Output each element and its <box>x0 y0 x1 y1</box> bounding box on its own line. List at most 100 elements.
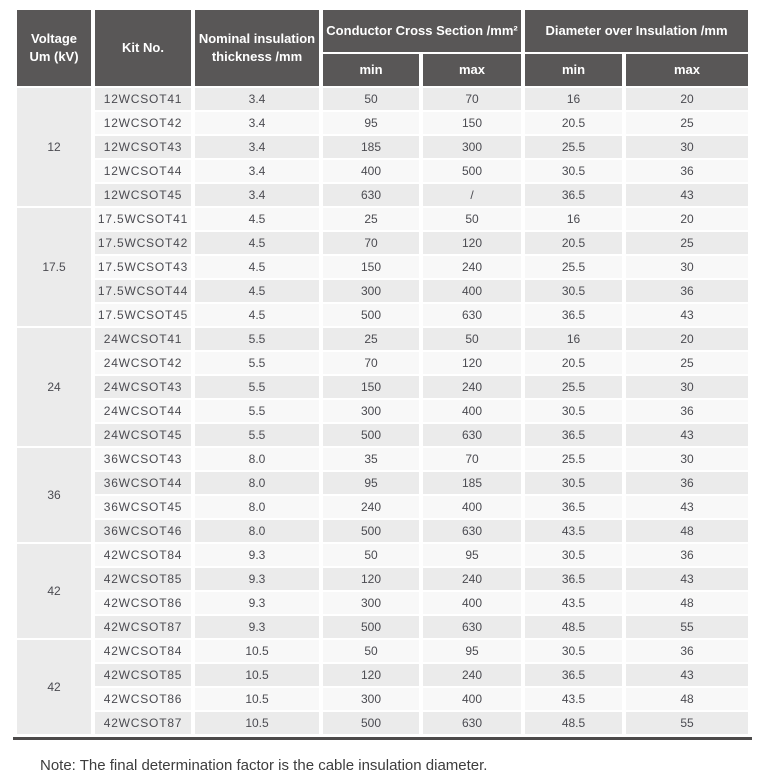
table-row: 42WCSOT85 9.3 120 240 36.5 43 <box>17 568 749 590</box>
table-row: 42WCSOT87 9.3 500 630 48.5 55 <box>17 616 749 638</box>
kit-no-cell: 17.5WCSOT41 <box>95 208 191 230</box>
kit-no-cell: 12WCSOT43 <box>95 136 191 158</box>
ccs-min-cell: 150 <box>323 376 419 398</box>
ccs-min-cell: 630 <box>323 184 419 206</box>
thickness-cell: 3.4 <box>195 160 319 182</box>
dia-min-cell: 25.5 <box>525 376 623 398</box>
ccs-min-cell: 95 <box>323 112 419 134</box>
dia-min-cell: 30.5 <box>525 472 623 494</box>
ccs-max-cell: 185 <box>423 472 522 494</box>
dia-min-cell: 48.5 <box>525 616 623 638</box>
dia-max-cell: 55 <box>626 712 749 734</box>
thickness-cell: 8.0 <box>195 472 319 494</box>
voltage-group-cell: 12 <box>17 88 91 206</box>
dia-max-cell: 30 <box>626 256 749 278</box>
table-row: 17.5WCSOT43 4.5 150 240 25.5 30 <box>17 256 749 278</box>
thickness-cell: 4.5 <box>195 280 319 302</box>
kit-no-cell: 12WCSOT44 <box>95 160 191 182</box>
thickness-cell: 3.4 <box>195 184 319 206</box>
dia-min-cell: 36.5 <box>525 568 623 590</box>
kit-no-cell: 12WCSOT42 <box>95 112 191 134</box>
ccs-max-cell: 400 <box>423 280 522 302</box>
table-bottom-rule <box>13 737 752 740</box>
thickness-cell: 5.5 <box>195 352 319 374</box>
table-row: 42WCSOT85 10.5 120 240 36.5 43 <box>17 664 749 686</box>
kit-no-cell: 42WCSOT84 <box>95 544 191 566</box>
dia-max-cell: 43 <box>626 304 749 326</box>
ccs-min-cell: 25 <box>323 328 419 350</box>
ccs-max-cell: 400 <box>423 688 522 710</box>
dia-max-cell: 43 <box>626 184 749 206</box>
table-row: 42 42WCSOT84 9.3 50 95 30.5 36 <box>17 544 749 638</box>
thickness-cell: 4.5 <box>195 232 319 254</box>
ccs-min-cell: 70 <box>323 352 419 374</box>
table-row: 24WCSOT45 5.5 500 630 36.5 43 <box>17 424 749 446</box>
thickness-cell: 8.0 <box>195 448 319 470</box>
ccs-min-cell: 500 <box>323 424 419 446</box>
kit-no-cell: 42WCSOT86 <box>95 688 191 710</box>
col-header-nominal-thickness: Nominal insulation thickness /mm <box>195 10 319 86</box>
dia-min-cell: 43.5 <box>525 520 623 542</box>
kit-no-cell: 24WCSOT42 <box>95 352 191 374</box>
dia-max-cell: 36 <box>626 160 749 182</box>
ccs-min-cell: 50 <box>323 88 419 110</box>
ccs-min-cell: 120 <box>323 664 419 686</box>
dia-max-cell: 25 <box>626 232 749 254</box>
dia-max-cell: 20 <box>626 208 749 230</box>
ccs-min-cell: 500 <box>323 712 419 734</box>
ccs-max-cell: / <box>423 184 522 206</box>
ccs-min-cell: 95 <box>323 472 419 494</box>
table-row: 24WCSOT44 5.5 300 400 30.5 36 <box>17 400 749 422</box>
col-header-ccs-min: min <box>323 54 419 86</box>
col-header-diameter-over-insulation: Diameter over Insulation /mm <box>525 10 749 52</box>
kit-no-cell: 17.5WCSOT43 <box>95 256 191 278</box>
ccs-min-cell: 500 <box>323 616 419 638</box>
dia-min-cell: 25.5 <box>525 256 623 278</box>
ccs-max-cell: 630 <box>423 712 522 734</box>
ccs-max-cell: 240 <box>423 256 522 278</box>
thickness-cell: 9.3 <box>195 568 319 590</box>
dia-max-cell: 25 <box>626 112 749 134</box>
ccs-max-cell: 240 <box>423 376 522 398</box>
ccs-max-cell: 70 <box>423 448 522 470</box>
dia-max-cell: 36 <box>626 544 749 566</box>
kit-no-cell: 42WCSOT86 <box>95 592 191 614</box>
dia-max-cell: 36 <box>626 400 749 422</box>
ccs-max-cell: 400 <box>423 400 522 422</box>
thickness-cell: 3.4 <box>195 136 319 158</box>
kit-selection-table: Voltage Um (kV) Kit No. Nominal insulati… <box>13 8 752 736</box>
thickness-cell: 9.3 <box>195 592 319 614</box>
dia-max-cell: 43 <box>626 664 749 686</box>
dia-min-cell: 25.5 <box>525 448 623 470</box>
ccs-max-cell: 630 <box>423 520 522 542</box>
dia-max-cell: 48 <box>626 688 749 710</box>
thickness-cell: 5.5 <box>195 376 319 398</box>
thickness-cell: 10.5 <box>195 712 319 734</box>
table-row: 36WCSOT44 8.0 95 185 30.5 36 <box>17 472 749 494</box>
dia-min-cell: 30.5 <box>525 280 623 302</box>
dia-max-cell: 20 <box>626 88 749 110</box>
dia-max-cell: 36 <box>626 280 749 302</box>
ccs-max-cell: 120 <box>423 352 522 374</box>
ccs-max-cell: 50 <box>423 208 522 230</box>
table-header: Voltage Um (kV) Kit No. Nominal insulati… <box>17 10 749 86</box>
ccs-min-cell: 25 <box>323 208 419 230</box>
col-header-ccs-max: max <box>423 54 522 86</box>
table-row: 36WCSOT45 8.0 240 400 36.5 43 <box>17 496 749 518</box>
col-header-dia-max: max <box>626 54 749 86</box>
header-row-top: Voltage Um (kV) Kit No. Nominal insulati… <box>17 10 749 86</box>
ccs-min-cell: 185 <box>323 136 419 158</box>
dia-min-cell: 48.5 <box>525 712 623 734</box>
ccs-max-cell: 150 <box>423 112 522 134</box>
dia-min-cell: 36.5 <box>525 496 623 518</box>
dia-max-cell: 20 <box>626 328 749 350</box>
ccs-min-cell: 300 <box>323 400 419 422</box>
table-row: 36WCSOT46 8.0 500 630 43.5 48 <box>17 520 749 542</box>
thickness-cell: 10.5 <box>195 664 319 686</box>
ccs-min-cell: 500 <box>323 304 419 326</box>
thickness-cell: 5.5 <box>195 424 319 446</box>
ccs-min-cell: 70 <box>323 232 419 254</box>
kit-no-cell: 12WCSOT45 <box>95 184 191 206</box>
ccs-max-cell: 500 <box>423 160 522 182</box>
